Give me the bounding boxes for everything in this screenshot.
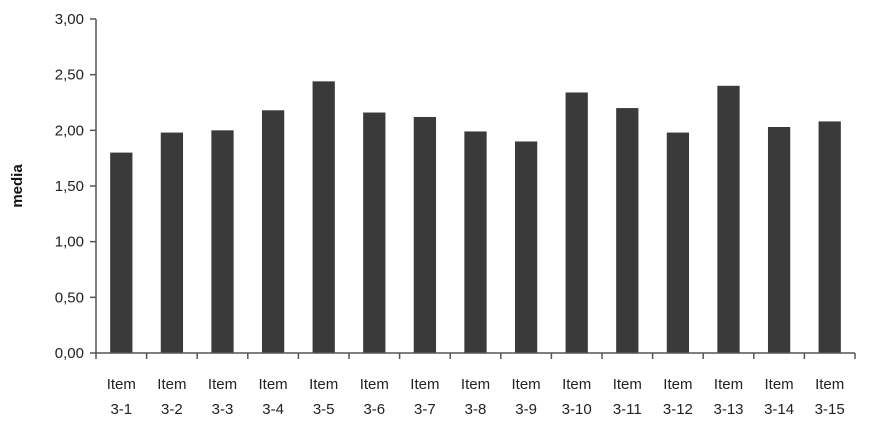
y-tick-label: 3,00 — [55, 11, 84, 28]
y-tick-label: 1,00 — [55, 234, 84, 251]
x-tick-label: 3-2 — [161, 401, 183, 418]
x-tick-label: Item — [157, 376, 186, 393]
x-tick-label: Item — [360, 376, 389, 393]
x-tick-label: Item — [410, 376, 439, 393]
y-tick-label: 0,00 — [55, 345, 84, 362]
x-tick-label: Item — [714, 376, 743, 393]
x-tick-label: 3-10 — [562, 401, 592, 418]
bar — [565, 92, 588, 353]
y-tick-label: 0,50 — [55, 289, 84, 306]
x-tick-label: 3-15 — [815, 401, 845, 418]
x-tick-label: Item — [663, 376, 692, 393]
bar — [413, 116, 437, 354]
x-tick-label: 3-6 — [363, 401, 385, 418]
x-tick-label: 3-12 — [663, 401, 693, 418]
bar — [666, 132, 690, 353]
bar — [717, 85, 740, 354]
x-axis-ticks — [95, 353, 856, 359]
bar — [110, 152, 133, 353]
bar — [261, 110, 285, 353]
x-tick-label: 3-13 — [713, 401, 743, 418]
x-tick-label: Item — [309, 376, 338, 393]
x-tick-label: 3-4 — [262, 401, 284, 418]
bar — [211, 130, 234, 353]
x-tick-label: 3-11 — [613, 401, 642, 418]
x-tick-label: Item — [613, 376, 642, 393]
bar — [160, 132, 184, 353]
x-tick-label: Item — [512, 376, 541, 393]
x-tick-label: Item — [461, 376, 490, 393]
y-tick-label: 2,00 — [55, 122, 84, 139]
x-tick-label: 3-9 — [515, 401, 537, 418]
x-tick-label: Item — [107, 376, 136, 393]
x-tick-label: Item — [815, 376, 844, 393]
x-axis-labels: Item 3-1 Item 3-2 Item 3-3 Item 3-4 Item 3-5 Item 3… — [107, 376, 845, 418]
bar — [464, 131, 487, 353]
x-tick-label: 3-5 — [313, 401, 335, 418]
x-tick-label: Item — [562, 376, 591, 393]
bars — [110, 81, 841, 354]
bar — [616, 108, 639, 353]
bar — [312, 81, 335, 353]
bar — [514, 141, 538, 353]
x-tick-label: Item — [765, 376, 794, 393]
x-tick-label: 3-14 — [764, 401, 794, 418]
y-axis-title: media — [9, 164, 26, 208]
x-tick-label: 3-8 — [465, 401, 487, 418]
bar — [818, 121, 841, 353]
bar — [767, 126, 791, 353]
x-tick-label: 3-7 — [414, 401, 436, 418]
y-axis-ticks: 0,00 0,50 1,00 1,50 2,00 2,50 3,00 — [55, 11, 96, 362]
x-tick-label: 3-1 — [110, 401, 132, 418]
x-tick-label: Item — [208, 376, 237, 393]
y-tick-label: 2,50 — [55, 67, 84, 84]
x-tick-label: Item — [259, 376, 288, 393]
y-tick-label: 1,50 — [55, 178, 84, 195]
x-tick-label: 3-3 — [212, 401, 234, 418]
bar — [363, 112, 386, 354]
